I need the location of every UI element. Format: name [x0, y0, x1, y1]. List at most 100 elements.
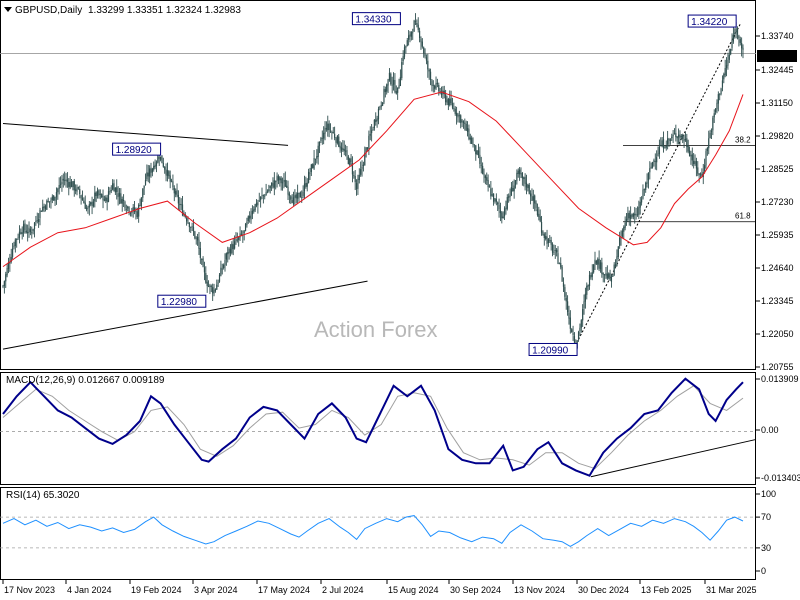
x-tick-label: 4 Jan 2024	[67, 585, 112, 595]
candle-body	[683, 139, 685, 142]
candle-body	[338, 136, 340, 147]
candle-body	[630, 214, 632, 219]
candle-body	[428, 69, 430, 72]
candle-body	[594, 259, 596, 265]
candle-body	[33, 222, 36, 230]
candle-body	[218, 274, 221, 282]
candle-body	[6, 268, 8, 276]
candle-body	[246, 221, 248, 226]
candle-body	[57, 188, 59, 193]
candle-body	[187, 222, 189, 223]
candle-body	[365, 147, 367, 153]
candle-body	[229, 249, 232, 254]
candle-body	[571, 329, 573, 333]
x-tick-label: 2 Jul 2024	[322, 585, 364, 595]
candle-body	[709, 132, 711, 139]
candle-body	[372, 128, 374, 130]
candle-body	[384, 89, 386, 93]
candle-body	[72, 181, 74, 188]
candle-body	[342, 148, 344, 150]
candle-body	[482, 165, 484, 174]
candle-body	[377, 108, 380, 120]
candle-body	[599, 262, 602, 270]
candle-body	[732, 34, 735, 42]
candle-body	[398, 85, 400, 89]
candle-body	[92, 201, 95, 207]
candle-body	[77, 187, 79, 189]
candle-body	[175, 191, 177, 195]
candle-body	[395, 91, 397, 94]
candle-body	[421, 41, 423, 47]
candle-body	[202, 258, 204, 267]
rsi-layer	[0, 515, 756, 549]
candle-body	[354, 176, 356, 183]
candle-body	[270, 182, 273, 186]
candle-body	[324, 127, 326, 134]
candle-body	[525, 182, 528, 188]
level-label-1.28920: 1.28920	[116, 145, 153, 156]
candle-body	[331, 131, 333, 133]
candle-body	[488, 186, 491, 188]
candle-body	[125, 208, 127, 210]
candle-body	[314, 158, 317, 160]
candle-body	[87, 207, 89, 209]
candle-body	[606, 273, 608, 279]
candle-body	[55, 192, 58, 198]
symbol-dropdown-icon[interactable]	[4, 7, 12, 12]
candle-body	[266, 191, 269, 193]
candle-body	[257, 202, 259, 206]
candle-body	[475, 145, 477, 155]
candle-body	[299, 192, 301, 198]
candle-body	[538, 213, 540, 217]
candle-body	[58, 185, 60, 189]
candle-body	[69, 181, 71, 188]
candle-body	[450, 98, 452, 104]
candle-body	[380, 105, 382, 107]
candle-body	[151, 168, 153, 173]
candle-body	[679, 134, 681, 139]
candle-body	[335, 138, 337, 143]
candle-body	[669, 139, 671, 142]
candle-body	[634, 213, 636, 216]
candle-body	[186, 217, 188, 222]
candle-body	[671, 136, 673, 139]
candle-body	[238, 237, 240, 241]
candle-body	[146, 172, 148, 180]
candle-body	[397, 87, 399, 93]
candle-body	[103, 199, 106, 201]
candle-body	[32, 228, 34, 232]
price-tick-label: 1.31150	[761, 98, 793, 108]
candle-body	[487, 179, 489, 188]
candle-body	[16, 238, 18, 240]
candle-body	[155, 162, 158, 167]
candle-body	[99, 193, 101, 195]
candle-body	[540, 221, 543, 233]
candle-body	[40, 211, 42, 212]
candle-body	[290, 196, 292, 200]
candle-body	[698, 173, 700, 175]
candle-body	[613, 264, 615, 275]
candle-body	[105, 197, 107, 201]
candle-body	[20, 232, 22, 234]
candle-body	[364, 152, 366, 166]
candle-body	[51, 196, 53, 201]
candle-body	[643, 189, 645, 191]
x-tick-label: 13 Nov 2024	[514, 585, 565, 595]
candle-body	[360, 169, 362, 175]
candle-body	[510, 186, 513, 196]
candle-body	[59, 183, 62, 185]
candle-body	[591, 272, 593, 277]
candle-body	[572, 333, 574, 335]
candle-body	[562, 282, 565, 287]
price-tick-label: 1.24640	[761, 263, 794, 273]
candle-body	[157, 156, 159, 163]
candle-body	[369, 134, 371, 136]
candle-body	[287, 187, 289, 195]
candle-body	[542, 231, 544, 235]
candle-body	[694, 161, 696, 165]
candle-body	[720, 88, 722, 95]
candle-body	[149, 168, 151, 177]
candle-body	[394, 80, 396, 92]
candle-body	[531, 196, 533, 201]
candle-body	[625, 218, 628, 222]
